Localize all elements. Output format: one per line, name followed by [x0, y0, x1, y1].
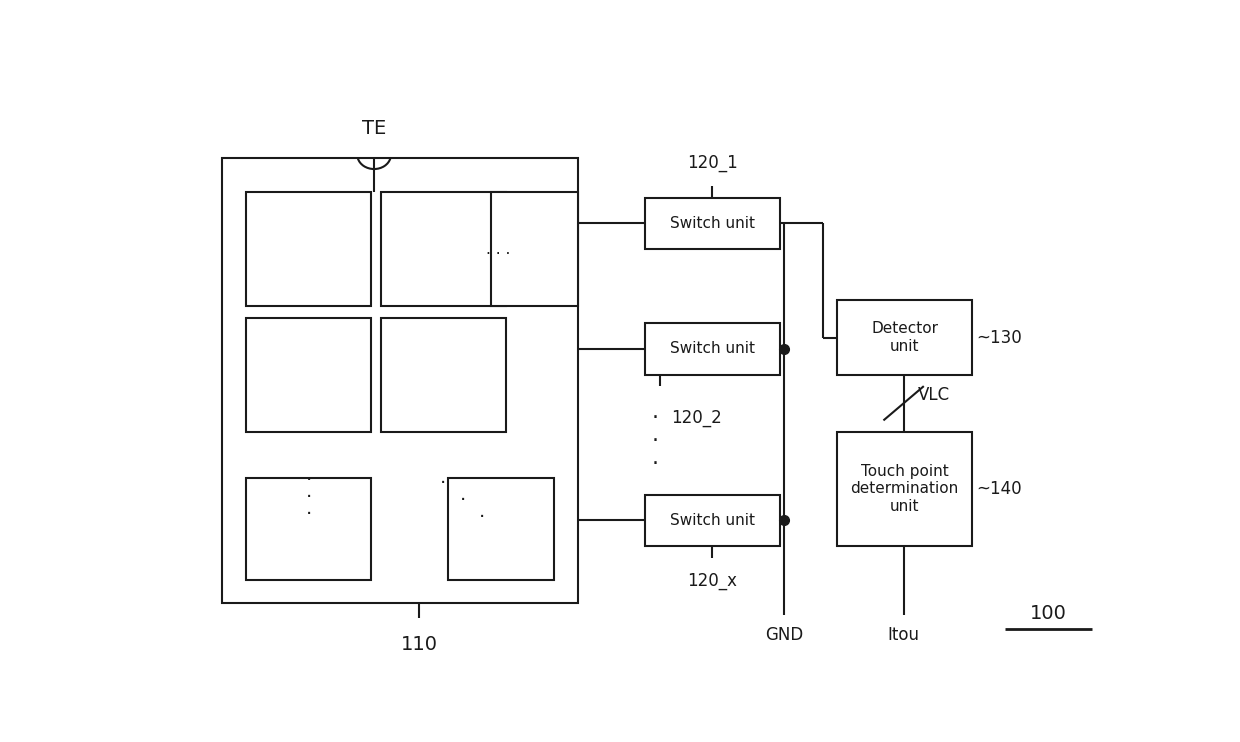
Bar [837, 432, 972, 546]
Bar [645, 324, 780, 375]
Bar [247, 318, 371, 432]
Text: Switch unit: Switch unit [670, 513, 755, 528]
Text: .: . [651, 424, 658, 444]
Bar [222, 157, 578, 603]
Bar [247, 192, 371, 306]
Bar [247, 478, 371, 580]
Text: Touch point
determination
unit: Touch point determination unit [851, 464, 959, 514]
Bar [381, 192, 506, 306]
Text: 120_x: 120_x [687, 572, 738, 590]
Text: ~140: ~140 [977, 480, 1022, 498]
Text: . . .: . . . [486, 241, 511, 257]
Bar [645, 495, 780, 546]
Text: .: . [305, 465, 312, 485]
Bar [645, 197, 780, 249]
Bar [837, 301, 972, 375]
Bar [491, 192, 578, 306]
Text: 120_2: 120_2 [671, 409, 722, 427]
Text: Itou: Itou [888, 626, 920, 644]
Text: Detector
unit: Detector unit [870, 321, 939, 354]
Text: Switch unit: Switch unit [670, 216, 755, 231]
Text: .: . [651, 402, 658, 422]
Text: GND: GND [765, 626, 804, 644]
Bar [448, 478, 554, 580]
Text: ~130: ~130 [977, 329, 1023, 347]
Text: VLC: VLC [918, 386, 950, 404]
Text: .: . [305, 482, 312, 502]
Text: .: . [459, 485, 466, 505]
Text: 100: 100 [1030, 604, 1068, 623]
Text: .: . [479, 502, 485, 522]
Bar [381, 318, 506, 432]
Text: 110: 110 [401, 634, 438, 654]
Text: Switch unit: Switch unit [670, 341, 755, 356]
Text: TE: TE [362, 119, 386, 137]
Text: .: . [651, 447, 658, 467]
Text: 120_1: 120_1 [687, 154, 738, 172]
Text: .: . [440, 468, 446, 487]
Text: .: . [305, 499, 312, 519]
